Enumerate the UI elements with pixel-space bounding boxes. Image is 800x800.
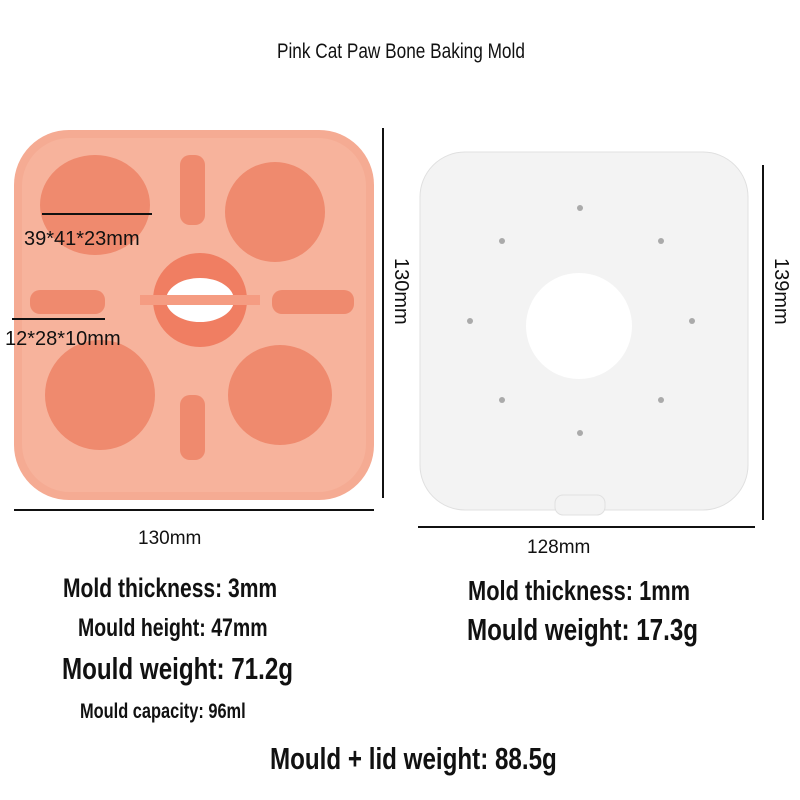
vent-holes bbox=[467, 205, 695, 436]
page-title: Pink Cat Paw Bone Baking Mold bbox=[277, 40, 525, 63]
dimension-line bbox=[418, 526, 755, 528]
mold-capacity: Mould capacity: 96ml bbox=[80, 700, 246, 723]
lid-thickness: Mold thickness: 1mm bbox=[468, 575, 691, 606]
dimension-line bbox=[42, 213, 152, 215]
bone-cavities bbox=[30, 155, 354, 460]
lid-hole bbox=[526, 273, 632, 379]
dimension-line bbox=[14, 509, 374, 511]
paw-cavity-size: 39*41*23mm bbox=[24, 228, 140, 250]
product-illustration bbox=[14, 130, 749, 516]
lid-height-label: 139mm bbox=[770, 258, 792, 325]
mold-weight: Mould weight: 71.2g bbox=[62, 651, 294, 686]
lid-weight: Mould weight: 17.3g bbox=[467, 612, 699, 647]
dimension-line bbox=[762, 165, 764, 520]
paw-cavities bbox=[40, 155, 332, 450]
mold-height-label: 130mm bbox=[390, 258, 412, 325]
dimension-line bbox=[382, 128, 384, 498]
bone-cavity-size: 12*28*10mm bbox=[5, 328, 121, 350]
lid-tab bbox=[554, 494, 606, 516]
mold-width-label: 130mm bbox=[138, 528, 202, 549]
mold-height: Mould height: 47mm bbox=[78, 614, 268, 642]
lid-width-label: 128mm bbox=[527, 537, 591, 558]
dimension-line bbox=[12, 318, 105, 320]
mold-thickness: Mold thickness: 3mm bbox=[63, 573, 278, 603]
total-weight: Mould + lid weight: 88.5g bbox=[270, 741, 557, 776]
